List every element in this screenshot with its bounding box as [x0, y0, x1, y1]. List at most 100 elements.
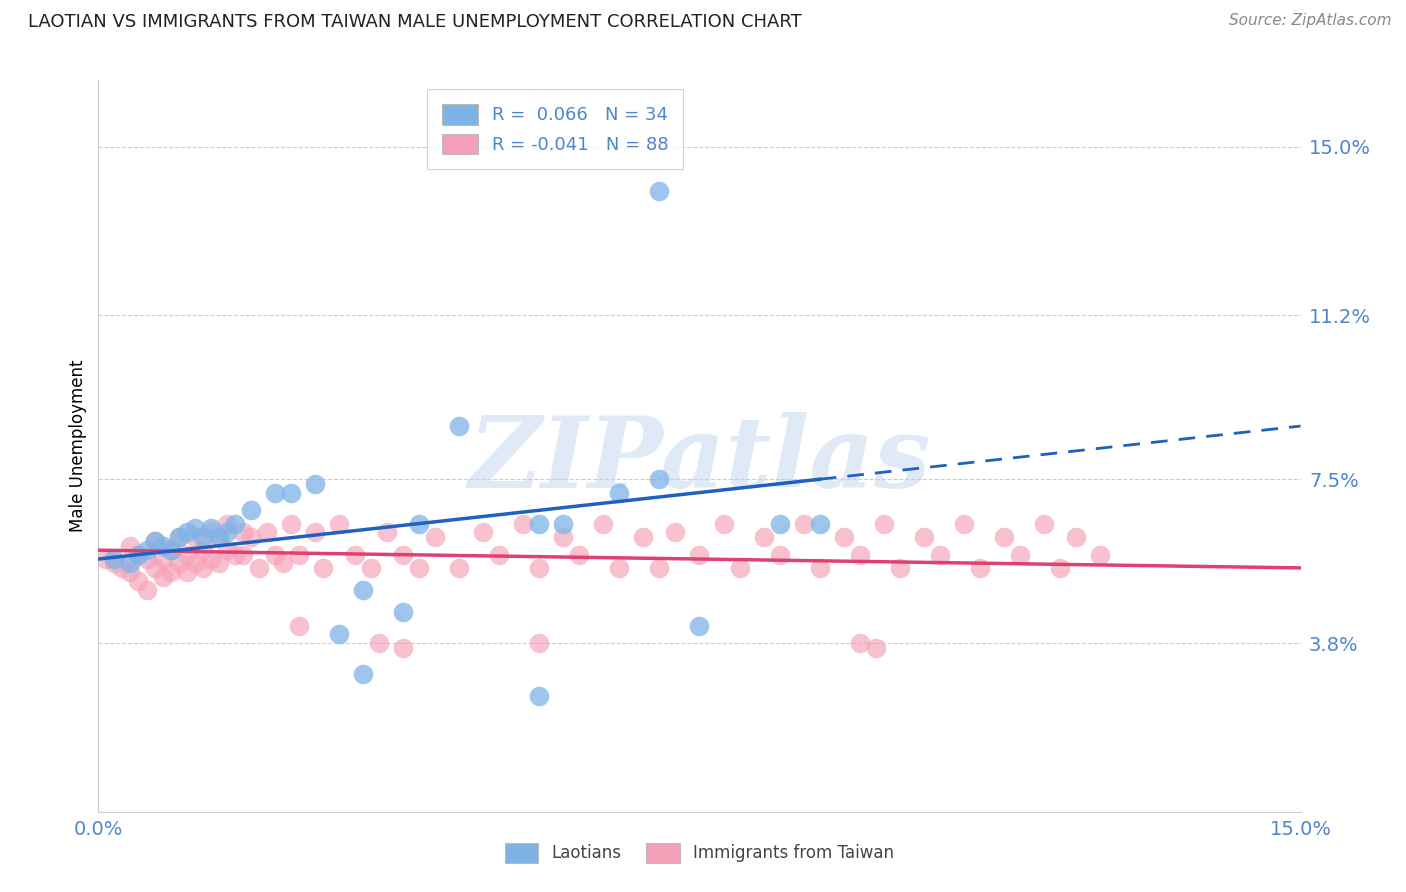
Point: [232, 525, 254, 540]
Point: [808, 561, 831, 575]
Point: [343, 548, 366, 562]
Point: [392, 605, 415, 619]
Point: [648, 561, 671, 575]
Point: [224, 516, 246, 531]
Point: [304, 525, 326, 540]
Point: [143, 561, 166, 575]
Point: [176, 548, 198, 562]
Point: [609, 485, 631, 500]
Point: [529, 516, 551, 531]
Point: [713, 516, 735, 531]
Point: [208, 530, 231, 544]
Point: [912, 530, 935, 544]
Point: [128, 548, 150, 562]
Text: LAOTIAN VS IMMIGRANTS FROM TAIWAN MALE UNEMPLOYMENT CORRELATION CHART: LAOTIAN VS IMMIGRANTS FROM TAIWAN MALE U…: [28, 13, 801, 31]
Point: [96, 552, 118, 566]
Point: [592, 516, 614, 531]
Point: [472, 525, 495, 540]
Point: [215, 543, 238, 558]
Point: [1088, 548, 1111, 562]
Point: [793, 516, 815, 531]
Point: [808, 516, 831, 531]
Point: [215, 525, 238, 540]
Point: [143, 534, 166, 549]
Point: [288, 548, 311, 562]
Point: [889, 561, 911, 575]
Point: [208, 557, 231, 571]
Point: [529, 561, 551, 575]
Point: [120, 539, 142, 553]
Point: [832, 530, 855, 544]
Point: [423, 530, 446, 544]
Point: [752, 530, 775, 544]
Point: [392, 548, 415, 562]
Point: [360, 561, 382, 575]
Point: [1049, 561, 1071, 575]
Point: [849, 636, 872, 650]
Point: [769, 516, 792, 531]
Point: [408, 561, 430, 575]
Point: [488, 548, 510, 562]
Point: [152, 539, 174, 553]
Point: [200, 525, 222, 540]
Point: [849, 548, 872, 562]
Point: [529, 636, 551, 650]
Point: [280, 485, 302, 500]
Point: [167, 557, 190, 571]
Point: [664, 525, 686, 540]
Point: [288, 618, 311, 632]
Point: [183, 530, 205, 544]
Point: [769, 548, 792, 562]
Point: [239, 503, 262, 517]
Point: [159, 543, 181, 558]
Point: [159, 566, 181, 580]
Legend: Laotians, Immigrants from Taiwan: Laotians, Immigrants from Taiwan: [498, 837, 901, 869]
Point: [1033, 516, 1056, 531]
Point: [865, 640, 887, 655]
Point: [271, 557, 294, 571]
Point: [191, 561, 214, 575]
Point: [568, 548, 591, 562]
Point: [135, 552, 157, 566]
Point: [392, 640, 415, 655]
Point: [247, 561, 270, 575]
Point: [993, 530, 1015, 544]
Text: Source: ZipAtlas.com: Source: ZipAtlas.com: [1229, 13, 1392, 29]
Point: [375, 525, 398, 540]
Point: [152, 552, 174, 566]
Point: [239, 530, 262, 544]
Point: [312, 561, 335, 575]
Point: [176, 566, 198, 580]
Point: [176, 525, 198, 540]
Point: [352, 667, 374, 681]
Point: [1010, 548, 1032, 562]
Point: [232, 548, 254, 562]
Point: [167, 530, 190, 544]
Point: [128, 574, 150, 589]
Point: [633, 530, 655, 544]
Point: [969, 561, 991, 575]
Point: [224, 548, 246, 562]
Point: [103, 557, 125, 571]
Point: [111, 561, 134, 575]
Point: [408, 516, 430, 531]
Text: ZIPatlas: ZIPatlas: [468, 412, 931, 508]
Point: [215, 516, 238, 531]
Point: [512, 516, 534, 531]
Point: [447, 561, 470, 575]
Point: [120, 557, 142, 571]
Point: [200, 521, 222, 535]
Point: [953, 516, 976, 531]
Point: [208, 530, 231, 544]
Point: [183, 557, 205, 571]
Point: [152, 570, 174, 584]
Point: [929, 548, 952, 562]
Point: [609, 561, 631, 575]
Point: [200, 552, 222, 566]
Point: [352, 583, 374, 598]
Point: [728, 561, 751, 575]
Point: [328, 516, 350, 531]
Point: [256, 525, 278, 540]
Point: [135, 583, 157, 598]
Point: [263, 485, 285, 500]
